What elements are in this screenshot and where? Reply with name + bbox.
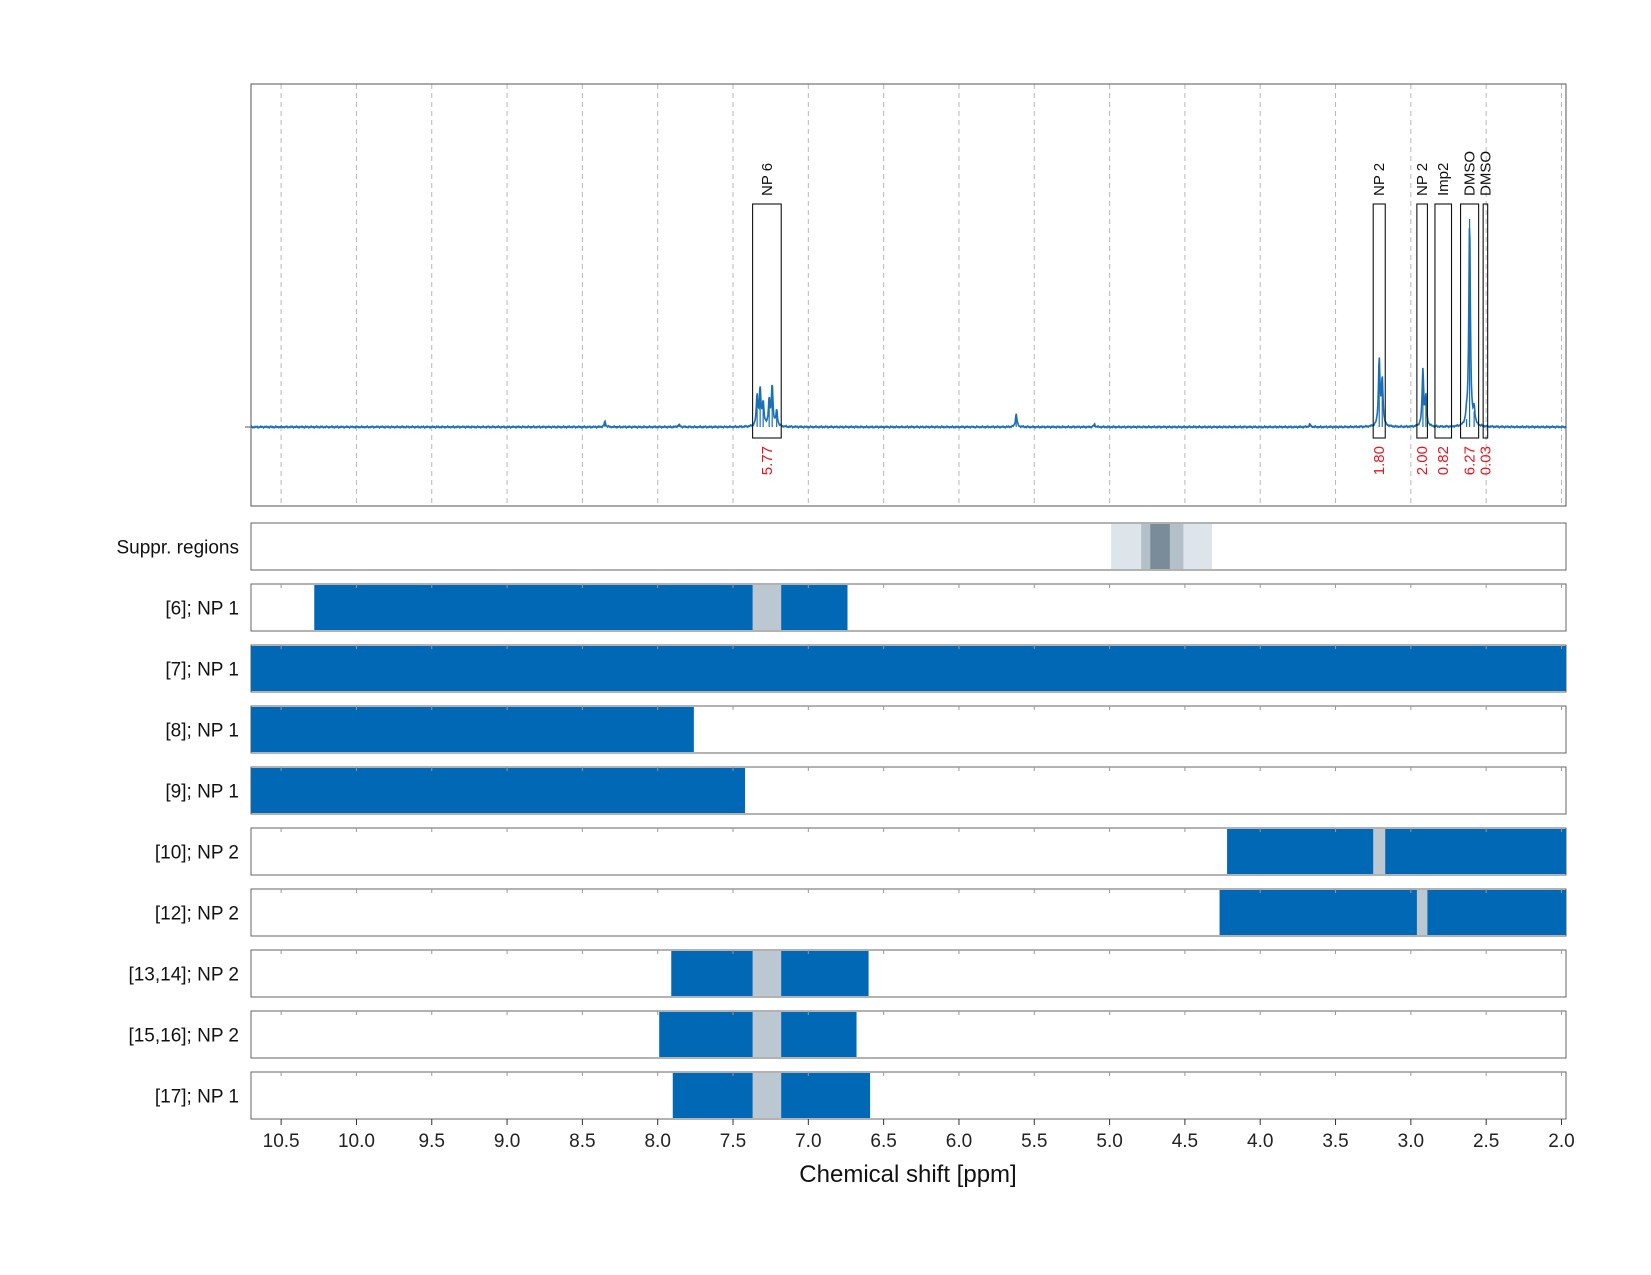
peak-box xyxy=(752,203,782,439)
integral-value: 5.77 xyxy=(759,446,776,475)
spectrum-panel: NP 6 5.77 NP 2 1.80 NP 2 2.00 Imp2 0.82 DMSO 6.27… xyxy=(245,83,1567,507)
x-tick-label: 9.0 xyxy=(494,1131,520,1152)
integral-value: 0.03 xyxy=(1477,446,1494,475)
overlap-band xyxy=(1416,890,1428,935)
integral-value: 6.27 xyxy=(1462,446,1479,475)
suppression-band xyxy=(1150,524,1170,569)
spectrum-line xyxy=(250,228,1567,430)
region-row-frame xyxy=(250,1071,1567,1120)
x-tick-label: 5.0 xyxy=(1096,1131,1122,1152)
overlap-band xyxy=(752,951,782,996)
overlap-band xyxy=(752,585,782,630)
region-row-label: [9]; NP 1 xyxy=(165,782,239,803)
overlap-band xyxy=(752,1073,782,1118)
region-row-label: [6]; NP 1 xyxy=(165,599,239,620)
region-bar xyxy=(251,768,746,813)
region-rows: Suppr. regions [6]; NP 1 [7]; NP 1 [8]; NP … xyxy=(116,522,1567,1120)
region-row-label: [13,14]; NP 2 xyxy=(128,965,239,986)
peak-label: Imp2 xyxy=(1435,163,1452,196)
peak-label: NP 2 xyxy=(1371,163,1388,196)
x-tick-label: 3.5 xyxy=(1322,1131,1348,1152)
x-tick-label: 10.0 xyxy=(338,1131,375,1152)
region-row-label: [12]; NP 2 xyxy=(155,904,239,925)
region-row-frame xyxy=(250,949,1567,998)
x-tick-label: 10.5 xyxy=(263,1131,300,1152)
peak-label: NP 2 xyxy=(1414,163,1431,196)
x-tick-label: 8.0 xyxy=(644,1131,670,1152)
x-tick-label: 9.5 xyxy=(419,1131,445,1152)
integral-value: 2.00 xyxy=(1414,446,1431,475)
x-tick-label: 8.5 xyxy=(569,1131,595,1152)
x-tick-label: 5.5 xyxy=(1021,1131,1047,1152)
peak-box xyxy=(1372,203,1386,439)
region-row-label: [15,16]; NP 2 xyxy=(128,1026,239,1047)
integral-value: 1.80 xyxy=(1371,446,1388,475)
x-tick-label: 3.0 xyxy=(1398,1131,1424,1152)
x-tick-label: 2.0 xyxy=(1548,1131,1574,1152)
overlap-band xyxy=(1373,829,1386,874)
integral-value: 0.82 xyxy=(1435,446,1452,475)
suppression-row-frame xyxy=(250,522,1567,571)
region-bar xyxy=(251,646,1566,691)
region-bar xyxy=(1219,890,1566,935)
region-bar xyxy=(1227,829,1566,874)
peak-label: NP 6 xyxy=(759,163,776,196)
x-tick-label: 2.5 xyxy=(1473,1131,1499,1152)
region-row-label: [10]; NP 2 xyxy=(155,843,239,864)
x-axis: 10.5 10.0 9.5 9.0 8.5 8.0 7.5 7.0 6.5 6.0 5.5 5.0 4.… xyxy=(263,1119,1575,1152)
region-row-label: [17]; NP 1 xyxy=(155,1087,239,1108)
region-row-frame xyxy=(250,1010,1567,1059)
x-tick-label: 7.0 xyxy=(795,1131,821,1152)
suppression-row-label: Suppr. regions xyxy=(116,538,239,559)
overlap-band xyxy=(752,1012,782,1057)
x-axis-title: Chemical shift [ppm] xyxy=(799,1161,1016,1188)
x-tick-label: 6.0 xyxy=(946,1131,972,1152)
x-tick-label: 7.5 xyxy=(720,1131,746,1152)
peak-box xyxy=(1482,203,1489,439)
region-row-label: [7]; NP 1 xyxy=(165,660,239,681)
x-tick-label: 6.5 xyxy=(870,1131,896,1152)
spectrum-frame xyxy=(250,83,1567,507)
grid-lines xyxy=(280,84,1562,506)
peak-box xyxy=(1416,203,1428,439)
x-tick-label: 4.5 xyxy=(1172,1131,1198,1152)
peak-label: DMSO xyxy=(1462,151,1479,196)
peak-box xyxy=(1434,203,1453,439)
x-tick-label: 4.0 xyxy=(1247,1131,1273,1152)
region-bar xyxy=(251,707,694,752)
peak-label: DMSO xyxy=(1477,151,1494,196)
region-row-label: [8]; NP 1 xyxy=(165,721,239,742)
peak-box xyxy=(1460,203,1480,439)
